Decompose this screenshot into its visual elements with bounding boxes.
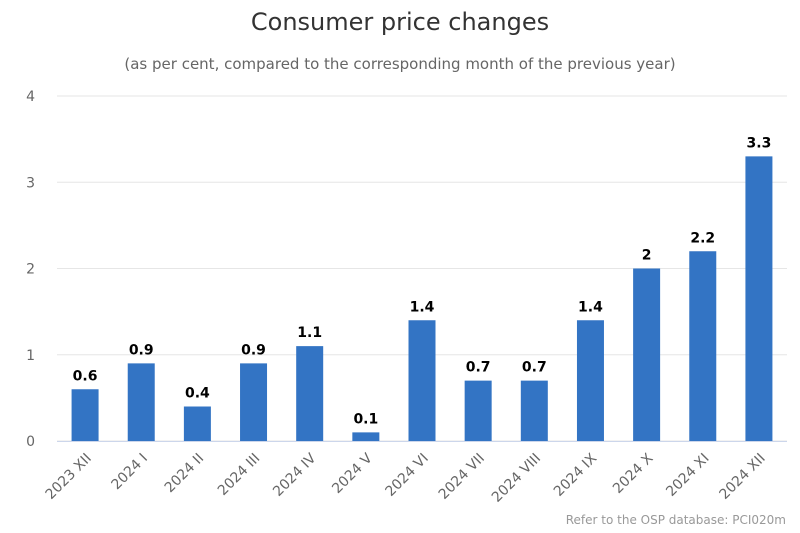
y-tick-label: 4 [26,89,35,105]
bar [464,380,492,441]
data-label: 1.4 [410,299,435,315]
chart-title: Consumer price changes [250,8,550,36]
x-tick-label: 2024 V [329,450,376,497]
x-tick-label: 2024 III [215,451,263,499]
data-label: 0.9 [241,342,266,358]
bar [296,346,324,441]
y-tick-label: 2 [26,262,35,278]
bar [745,156,773,441]
y-tick-label: 0 [26,434,35,450]
x-tick-label: 2023 XII [43,451,95,503]
x-tick-label: 2024 X [610,450,657,497]
bar [183,406,211,441]
data-label: 1.1 [297,325,322,341]
data-label: 1.4 [578,299,603,315]
x-tick-label: 2024 VIII [489,451,544,506]
data-label: 0.4 [185,386,210,402]
credits-link[interactable]: Refer to the OSP database: PCI020m [565,513,786,527]
data-label: 0.7 [522,360,547,376]
bar [127,363,155,441]
x-tick-label: 2024 IX [551,450,601,500]
data-label: 3.3 [747,135,772,151]
chart-subtitle: (as per cent, compared to the correspond… [124,55,676,73]
x-tick-label: 2024 VII [436,451,488,503]
bar [240,363,268,441]
bar [689,251,717,441]
x-tick-label: 2024 II [162,451,207,496]
data-label: 2.2 [690,230,715,246]
x-tick-label: 2024 I [108,451,151,494]
bar [352,432,380,441]
bar [633,268,661,441]
data-label: 0.6 [73,368,98,384]
x-tick-label: 2024 XII [716,451,768,503]
x-tick-label: 2024 XI [663,451,712,500]
bar [576,320,604,441]
y-tick-label: 3 [26,175,35,191]
data-label: 0.7 [466,360,491,376]
data-label: 0.1 [353,411,378,427]
x-tick-label: 2024 IV [270,450,320,500]
bar [71,389,99,441]
data-label: 2 [642,248,652,264]
data-label: 0.9 [129,342,154,358]
bar [520,380,548,441]
x-tick-label: 2024 VI [382,451,431,500]
y-tick-label: 1 [26,348,35,364]
bar [408,320,436,441]
